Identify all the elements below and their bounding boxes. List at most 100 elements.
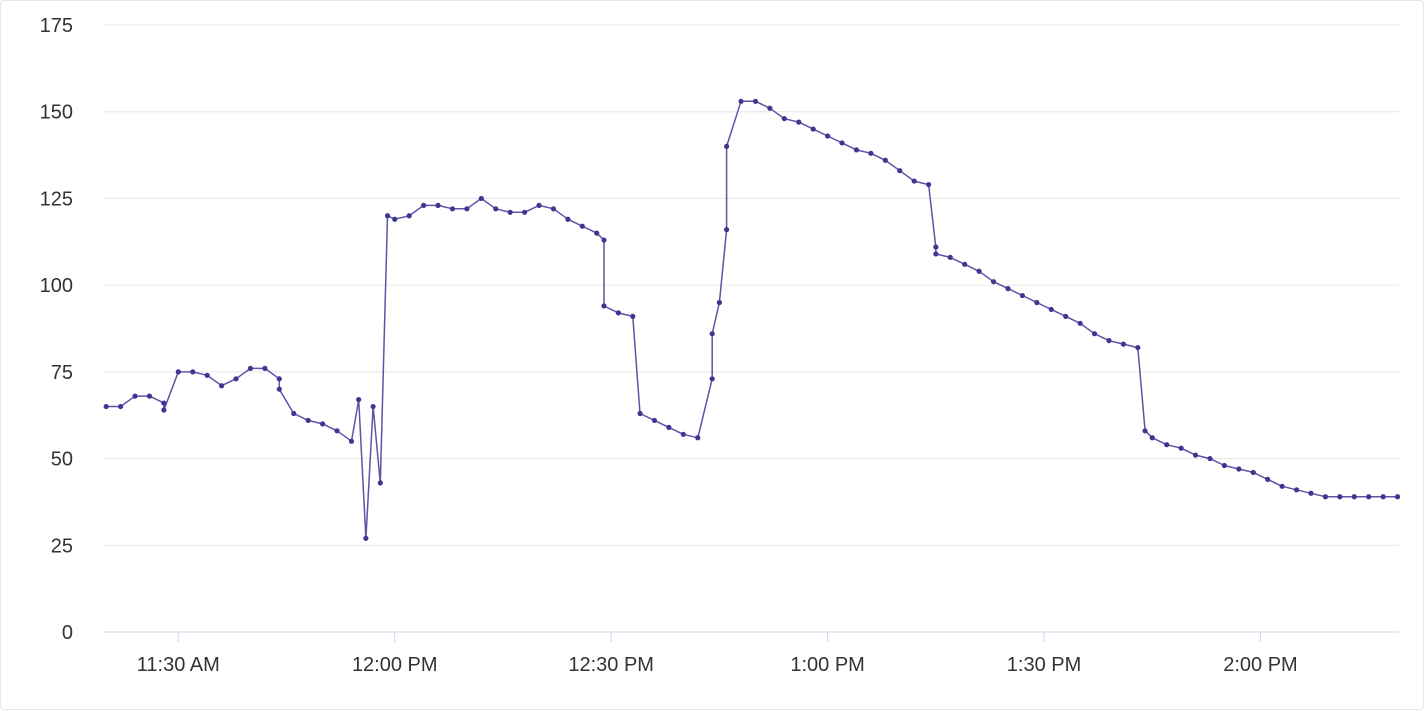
data-point[interactable] bbox=[1250, 469, 1256, 476]
data-point[interactable] bbox=[738, 98, 744, 104]
data-point[interactable] bbox=[716, 299, 722, 306]
data-point[interactable] bbox=[262, 365, 268, 371]
data-point[interactable] bbox=[565, 216, 571, 222]
data-point[interactable] bbox=[601, 303, 607, 309]
data-point[interactable] bbox=[363, 535, 369, 541]
data-point[interactable] bbox=[810, 126, 816, 132]
data-point[interactable] bbox=[218, 383, 225, 389]
data-point[interactable] bbox=[579, 223, 585, 229]
data-point[interactable] bbox=[1005, 286, 1011, 292]
data-point[interactable] bbox=[1019, 292, 1026, 299]
data-point[interactable] bbox=[990, 279, 997, 285]
data-point[interactable] bbox=[724, 227, 730, 233]
data-point[interactable] bbox=[1135, 344, 1141, 351]
data-point[interactable] bbox=[384, 213, 391, 219]
data-point[interactable] bbox=[615, 310, 621, 316]
data-point[interactable] bbox=[882, 157, 888, 163]
data-point[interactable] bbox=[406, 213, 412, 219]
data-point[interactable] bbox=[1279, 483, 1285, 489]
data-point[interactable] bbox=[947, 254, 953, 260]
data-point[interactable] bbox=[825, 133, 831, 139]
data-point[interactable] bbox=[305, 417, 311, 424]
data-point[interactable] bbox=[1034, 299, 1040, 306]
data-point[interactable] bbox=[839, 140, 845, 146]
data-point[interactable] bbox=[1077, 320, 1083, 326]
data-point[interactable] bbox=[630, 313, 636, 319]
data-point[interactable] bbox=[709, 376, 715, 382]
data-point[interactable] bbox=[796, 119, 802, 125]
data-point[interactable] bbox=[911, 178, 917, 184]
data-point[interactable] bbox=[1366, 494, 1372, 500]
data-point[interactable] bbox=[493, 206, 499, 212]
data-point[interactable] bbox=[933, 251, 939, 257]
data-point[interactable] bbox=[449, 206, 456, 212]
data-point[interactable] bbox=[1063, 313, 1069, 319]
data-point[interactable] bbox=[853, 147, 860, 153]
data-point[interactable] bbox=[190, 369, 196, 375]
data-point[interactable] bbox=[319, 421, 326, 427]
data-point[interactable] bbox=[348, 438, 355, 444]
data-point[interactable] bbox=[897, 168, 903, 174]
data-point[interactable] bbox=[637, 410, 643, 417]
data-point[interactable] bbox=[1351, 494, 1357, 500]
data-point[interactable] bbox=[976, 268, 982, 274]
data-point[interactable] bbox=[709, 331, 715, 337]
data-point[interactable] bbox=[161, 400, 167, 406]
data-point[interactable] bbox=[377, 480, 383, 486]
data-point[interactable] bbox=[132, 393, 138, 399]
data-point[interactable] bbox=[233, 376, 239, 382]
data-point[interactable] bbox=[356, 397, 362, 403]
data-point[interactable] bbox=[161, 407, 167, 413]
data-point[interactable] bbox=[1164, 442, 1170, 448]
data-point[interactable] bbox=[1394, 494, 1401, 500]
data-point[interactable] bbox=[175, 369, 181, 375]
data-point[interactable] bbox=[1337, 494, 1343, 500]
data-point[interactable] bbox=[1120, 341, 1127, 347]
data-point[interactable] bbox=[767, 105, 773, 111]
data-point[interactable] bbox=[1048, 306, 1054, 313]
data-point[interactable] bbox=[601, 237, 607, 243]
data-point[interactable] bbox=[507, 209, 513, 215]
data-point[interactable] bbox=[695, 435, 701, 441]
data-point[interactable] bbox=[370, 403, 376, 410]
data-point[interactable] bbox=[1106, 338, 1112, 344]
data-point[interactable] bbox=[724, 143, 730, 149]
data-point[interactable] bbox=[666, 424, 672, 430]
data-point[interactable] bbox=[478, 195, 484, 202]
data-point[interactable] bbox=[680, 431, 686, 437]
data-point[interactable] bbox=[1322, 494, 1329, 500]
data-point[interactable] bbox=[550, 206, 557, 212]
data-point[interactable] bbox=[1178, 445, 1184, 451]
data-point[interactable] bbox=[1142, 428, 1148, 434]
data-point[interactable] bbox=[868, 150, 874, 156]
data-point[interactable] bbox=[1192, 452, 1199, 458]
data-point[interactable] bbox=[1265, 476, 1271, 482]
data-point[interactable] bbox=[594, 230, 600, 236]
data-point[interactable] bbox=[276, 376, 282, 382]
data-point[interactable] bbox=[1293, 487, 1300, 493]
data-point[interactable] bbox=[1149, 435, 1155, 441]
data-point[interactable] bbox=[334, 428, 340, 434]
data-point[interactable] bbox=[926, 181, 932, 188]
data-point[interactable] bbox=[103, 403, 109, 410]
data-point[interactable] bbox=[276, 386, 282, 392]
data-point[interactable] bbox=[1091, 331, 1098, 337]
data-point[interactable] bbox=[117, 403, 124, 410]
data-point[interactable] bbox=[421, 202, 427, 208]
data-point[interactable] bbox=[962, 261, 968, 267]
data-point[interactable] bbox=[781, 116, 787, 122]
data-point[interactable] bbox=[536, 202, 542, 208]
data-point[interactable] bbox=[522, 209, 528, 215]
data-point[interactable] bbox=[752, 98, 759, 104]
data-point[interactable] bbox=[435, 202, 441, 208]
data-point[interactable] bbox=[204, 372, 210, 378]
data-point[interactable] bbox=[933, 244, 939, 250]
data-point[interactable] bbox=[291, 410, 297, 417]
data-point[interactable] bbox=[1380, 494, 1386, 500]
data-point[interactable] bbox=[1308, 490, 1314, 496]
data-point[interactable] bbox=[651, 417, 658, 424]
data-point[interactable] bbox=[1207, 455, 1213, 462]
data-point[interactable] bbox=[464, 206, 470, 212]
data-point[interactable] bbox=[247, 365, 254, 371]
data-point[interactable] bbox=[1236, 466, 1242, 472]
